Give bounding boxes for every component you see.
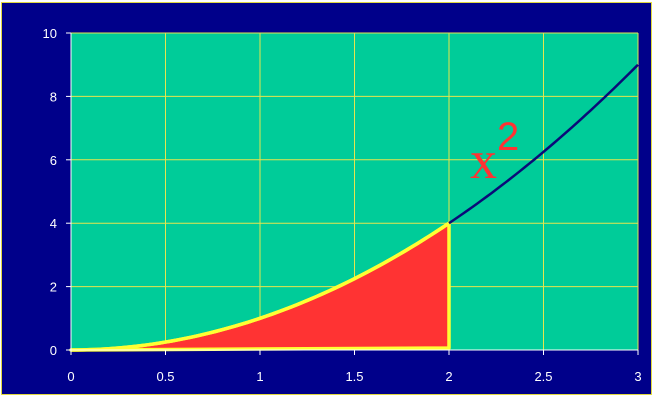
area-outline-top: [70, 221, 450, 352]
y-tick-label: 4: [50, 216, 57, 231]
y-tick-labels: 0 2 4 6 8 10: [43, 26, 71, 358]
x-tick-label: 3: [634, 369, 641, 384]
x-tick-labels: 0 0.5 1 1.5 2 2.5 3: [67, 350, 642, 384]
x-tick-label: 1: [256, 369, 263, 384]
x-tick-label: 1.5: [345, 369, 363, 384]
y-tick-label: 10: [43, 26, 57, 41]
y-tick-label: 0: [50, 343, 57, 358]
x-tick-label: 2.5: [534, 369, 552, 384]
y-tick-label: 6: [50, 153, 57, 168]
curve-label: x2: [470, 115, 519, 190]
y-tick-label: 8: [50, 89, 57, 104]
x-tick-label: 0: [67, 369, 74, 384]
x-tick-label: 0.5: [156, 369, 174, 384]
y-tick-label: 2: [50, 280, 57, 295]
x-tick-label: 2: [445, 369, 452, 384]
curve-label-base: x: [470, 130, 497, 190]
curve-label-exponent: 2: [497, 115, 519, 159]
